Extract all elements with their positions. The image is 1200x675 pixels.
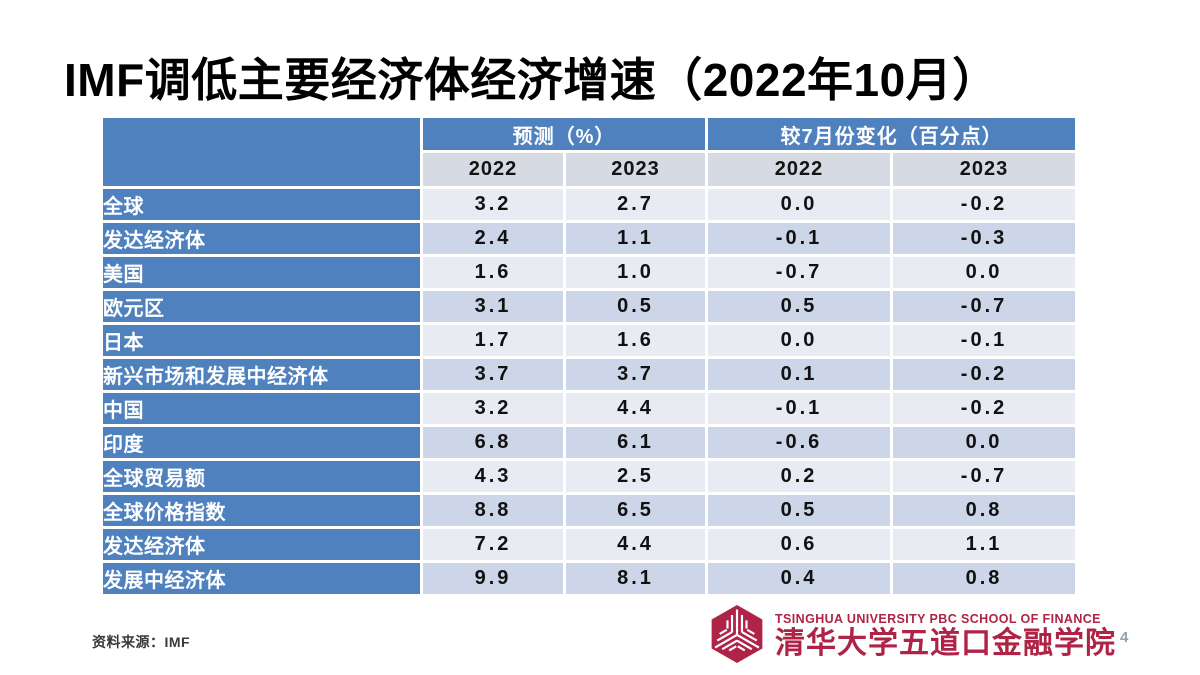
table-cell: -0.3	[890, 220, 1079, 257]
table-cell: 4.4	[562, 526, 709, 563]
source-note: 资料来源：IMF	[92, 634, 191, 650]
row-label: 发展中经济体	[100, 560, 423, 597]
row-label: 全球价格指数	[100, 492, 423, 529]
row-label: 新兴市场和发展中经济体	[100, 356, 423, 393]
year-header: 2023	[890, 150, 1079, 189]
table-cell: 3.2	[420, 390, 566, 427]
table-cell: -0.2	[890, 186, 1079, 223]
table-row: 全球贸易额 4.3 2.5 0.2 -0.7	[100, 458, 1079, 495]
table-row: 发展中经济体 9.9 8.1 0.4 0.8	[100, 560, 1079, 597]
table-cell: 1.1	[562, 220, 709, 257]
table-cell: 8.1	[562, 560, 709, 597]
table-row: 全球价格指数 8.8 6.5 0.5 0.8	[100, 492, 1079, 529]
table-cell: -0.1	[705, 220, 894, 257]
table-cell: -0.2	[890, 356, 1079, 393]
table-row: 美国 1.6 1.0 -0.7 0.0	[100, 254, 1079, 291]
table-cell: 4.3	[420, 458, 566, 495]
table-cell: 0.0	[705, 186, 894, 223]
table-cell: 0.0	[890, 424, 1079, 461]
forecast-table-container: 预测（%） 较7月份变化（百分点） 2022 2023 2022 2023 全球…	[100, 115, 1079, 597]
table-cell: 0.5	[705, 492, 894, 529]
table-cell: 3.7	[562, 356, 709, 393]
table-cell: 0.6	[705, 526, 894, 563]
table-cell: 2.5	[562, 458, 709, 495]
row-label: 中国	[100, 390, 423, 427]
table-cell: 1.7	[420, 322, 566, 359]
row-label: 印度	[100, 424, 423, 461]
table-cell: 3.7	[420, 356, 566, 393]
table-row: 全球 3.2 2.7 0.0 -0.2	[100, 186, 1079, 223]
table-cell: 0.1	[705, 356, 894, 393]
table-cell: 1.6	[562, 322, 709, 359]
tsinghua-pbcsf-logo-icon	[708, 603, 766, 670]
corner-cell	[100, 115, 423, 189]
table-cell: 6.1	[562, 424, 709, 461]
table-cell: 0.8	[890, 492, 1079, 529]
logo-chinese-name: 清华大学五道口金融学院	[775, 626, 1116, 660]
table-cell: -0.7	[890, 458, 1079, 495]
row-label: 美国	[100, 254, 423, 291]
table-row: 新兴市场和发展中经济体 3.7 3.7 0.1 -0.2	[100, 356, 1079, 393]
table-cell: 1.1	[890, 526, 1079, 563]
table-cell: -0.1	[890, 322, 1079, 359]
table-row: 发达经济体 2.4 1.1 -0.1 -0.3	[100, 220, 1079, 257]
table-cell: 0.0	[705, 322, 894, 359]
table-cell: -0.7	[890, 288, 1079, 325]
forecast-table: 预测（%） 较7月份变化（百分点） 2022 2023 2022 2023 全球…	[100, 115, 1079, 597]
table-row: 日本 1.7 1.6 0.0 -0.1	[100, 322, 1079, 359]
table-cell: 3.1	[420, 288, 566, 325]
table-cell: 0.4	[705, 560, 894, 597]
table-cell: 3.2	[420, 186, 566, 223]
table-row: 发达经济体 7.2 4.4 0.6 1.1	[100, 526, 1079, 563]
tsinghua-pbcsf-logo-text: TSINGHUA UNIVERSITY PBC SCHOOL OF FINANC…	[775, 612, 1116, 662]
table-cell: 2.7	[562, 186, 709, 223]
table-cell: 7.2	[420, 526, 566, 563]
table-row: 印度 6.8 6.1 -0.6 0.0	[100, 424, 1079, 461]
year-header-row: 2022 2023 2022 2023	[102, 150, 1079, 189]
table-cell: 0.2	[705, 458, 894, 495]
table-cell: 4.4	[562, 390, 709, 427]
year-header: 2023	[562, 150, 709, 189]
table-cell: 0.0	[890, 254, 1079, 291]
row-label: 全球	[100, 186, 423, 223]
table-cell: 1.0	[562, 254, 709, 291]
group-header-change: 较7月份变化（百分点）	[705, 115, 1079, 153]
row-label: 欧元区	[100, 288, 423, 325]
table-row: 中国 3.2 4.4 -0.1 -0.2	[100, 390, 1079, 427]
table-cell: -0.1	[705, 390, 894, 427]
table-row: 欧元区 3.1 0.5 0.5 -0.7	[100, 288, 1079, 325]
row-label: 全球贸易额	[100, 458, 423, 495]
table-cell: 8.8	[420, 492, 566, 529]
year-header: 2022	[705, 150, 894, 189]
group-header-forecast: 预测（%）	[419, 115, 709, 153]
year-header: 2022	[420, 150, 566, 189]
table-cell: 1.6	[420, 254, 566, 291]
table-cell: 6.8	[420, 424, 566, 461]
table-cell: 9.9	[420, 560, 566, 597]
table-cell: 0.5	[705, 288, 894, 325]
table-cell: 2.4	[420, 220, 566, 257]
table-cell: 0.5	[562, 288, 709, 325]
row-label: 发达经济体	[100, 526, 423, 563]
table-cell: 0.8	[890, 560, 1079, 597]
table-cell: -0.2	[890, 390, 1079, 427]
table-cell: 6.5	[562, 492, 709, 529]
table-cell: -0.6	[705, 424, 894, 461]
table-cell: -0.7	[705, 254, 894, 291]
row-label: 日本	[100, 322, 423, 359]
slide-title: IMF调低主要经济体经济增速（2022年10月）	[64, 53, 999, 106]
page-number: 4	[1120, 629, 1129, 646]
group-header-row: 预测（%） 较7月份变化（百分点）	[100, 115, 1079, 189]
logo-english-name: TSINGHUA UNIVERSITY PBC SCHOOL OF FINANC…	[775, 611, 1101, 626]
tsinghua-pbcsf-logo: TSINGHUA UNIVERSITY PBC SCHOOL OF FINANC…	[708, 603, 1116, 670]
row-label: 发达经济体	[100, 220, 423, 257]
